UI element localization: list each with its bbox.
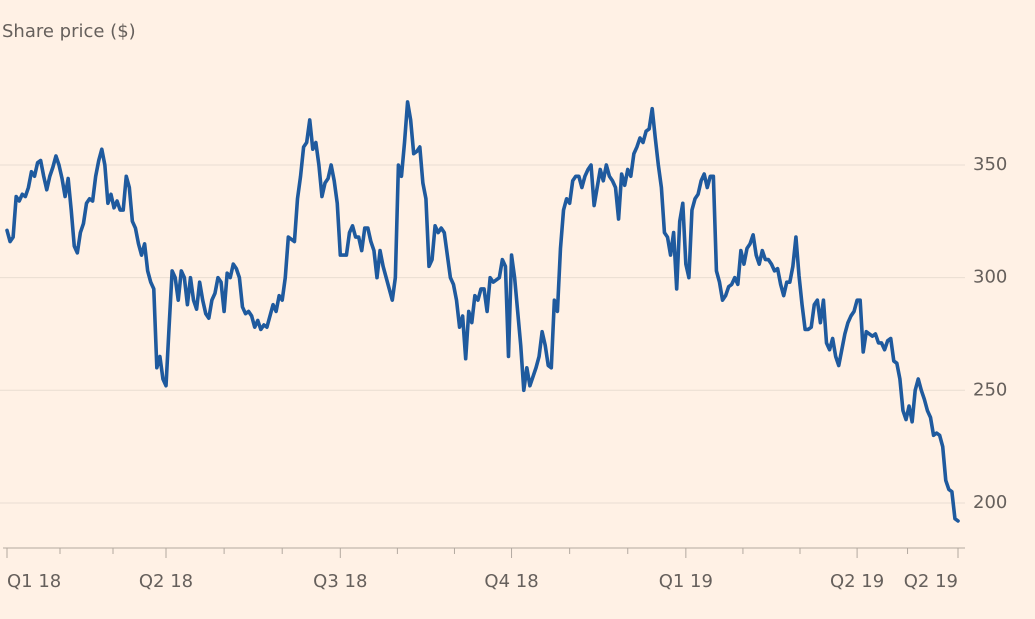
x-tick-label: Q3 18 (313, 571, 367, 592)
x-tick-label: Q2 18 (139, 571, 193, 592)
y-tick-label: 300 (973, 267, 1007, 288)
x-tick-label: Q2 19 (830, 571, 884, 592)
y-tick-label: 250 (973, 379, 1007, 400)
x-tick-label: Q2 19 (904, 571, 958, 592)
price-line (5, 100, 960, 523)
x-tick-label: Q1 18 (7, 571, 61, 592)
chart-title: Share price ($) (2, 21, 136, 42)
y-tick-label: 350 (973, 154, 1007, 175)
y-tick-label: 200 (973, 492, 1007, 513)
x-tick-label: Q4 18 (484, 571, 538, 592)
x-tick-label: Q1 19 (659, 571, 713, 592)
